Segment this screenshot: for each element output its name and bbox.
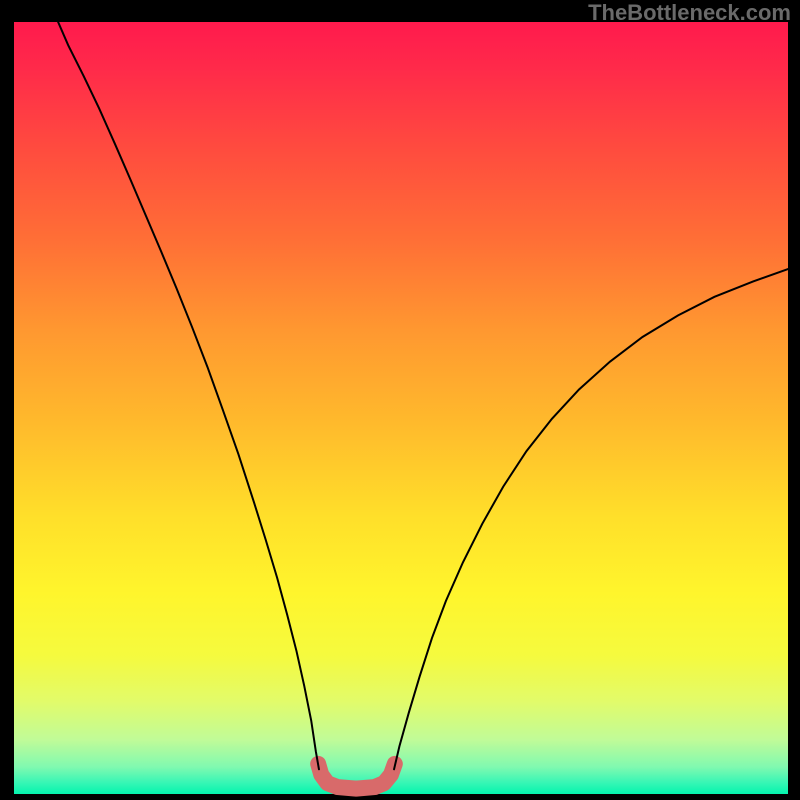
valley-highlight-curve	[318, 764, 395, 789]
chart-container: TheBottleneck.com	[0, 0, 800, 800]
left-curve	[58, 22, 319, 769]
right-curve	[394, 269, 788, 769]
curve-layer	[14, 22, 788, 794]
watermark-text: TheBottleneck.com	[588, 0, 791, 26]
plot-area	[14, 22, 788, 794]
